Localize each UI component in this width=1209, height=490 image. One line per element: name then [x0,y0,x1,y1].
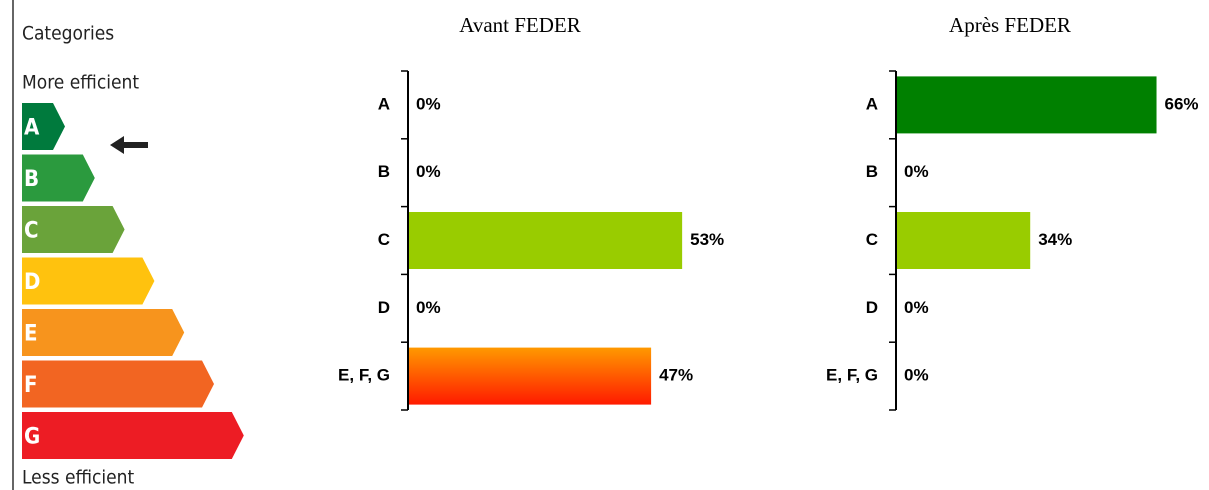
class-letter: G [24,425,40,450]
value-label: 34% [1038,230,1072,249]
value-label: 0% [416,298,441,317]
class-letter: C [24,219,39,244]
class-arrow [22,206,125,253]
bar [408,347,652,405]
category-label: C [378,230,390,249]
class-arrow [22,257,155,305]
value-label: 0% [904,162,929,181]
class-arrow [22,360,214,408]
category-label: C [866,230,878,249]
category-label: D [866,298,878,317]
value-label: 66% [1165,94,1199,113]
category-label: E, F, G [338,366,390,385]
category-label: D [378,298,390,317]
category-label: A [866,94,878,113]
bar [896,212,1031,269]
value-label: 0% [416,94,441,113]
pointer-arrow [110,136,148,154]
bar [408,212,683,269]
class-arrow [22,412,244,459]
class-letter: D [24,270,40,295]
class-letter: A [24,116,40,141]
chart-title: Après FEDER [949,13,1071,37]
value-label: 53% [690,230,724,249]
class-arrow [22,103,65,150]
value-label: 47% [659,366,693,385]
value-label: 0% [904,366,929,385]
class-letter: F [24,373,38,398]
scale-title: Categories [22,23,114,45]
class-letter: E [24,322,38,347]
value-label: 0% [416,162,441,181]
category-label: A [378,94,390,113]
value-label: 0% [904,298,929,317]
class-arrow [22,154,95,202]
category-label: B [378,162,390,181]
scale-top: More efficient [22,72,139,94]
chart-title: Avant FEDER [459,13,581,37]
scale-bottom: Less efficient [22,467,135,489]
class-letter: B [24,167,39,192]
category-label: E, F, G [826,366,878,385]
category-label: B [866,162,878,181]
bar [896,76,1157,134]
class-arrow [22,309,185,356]
